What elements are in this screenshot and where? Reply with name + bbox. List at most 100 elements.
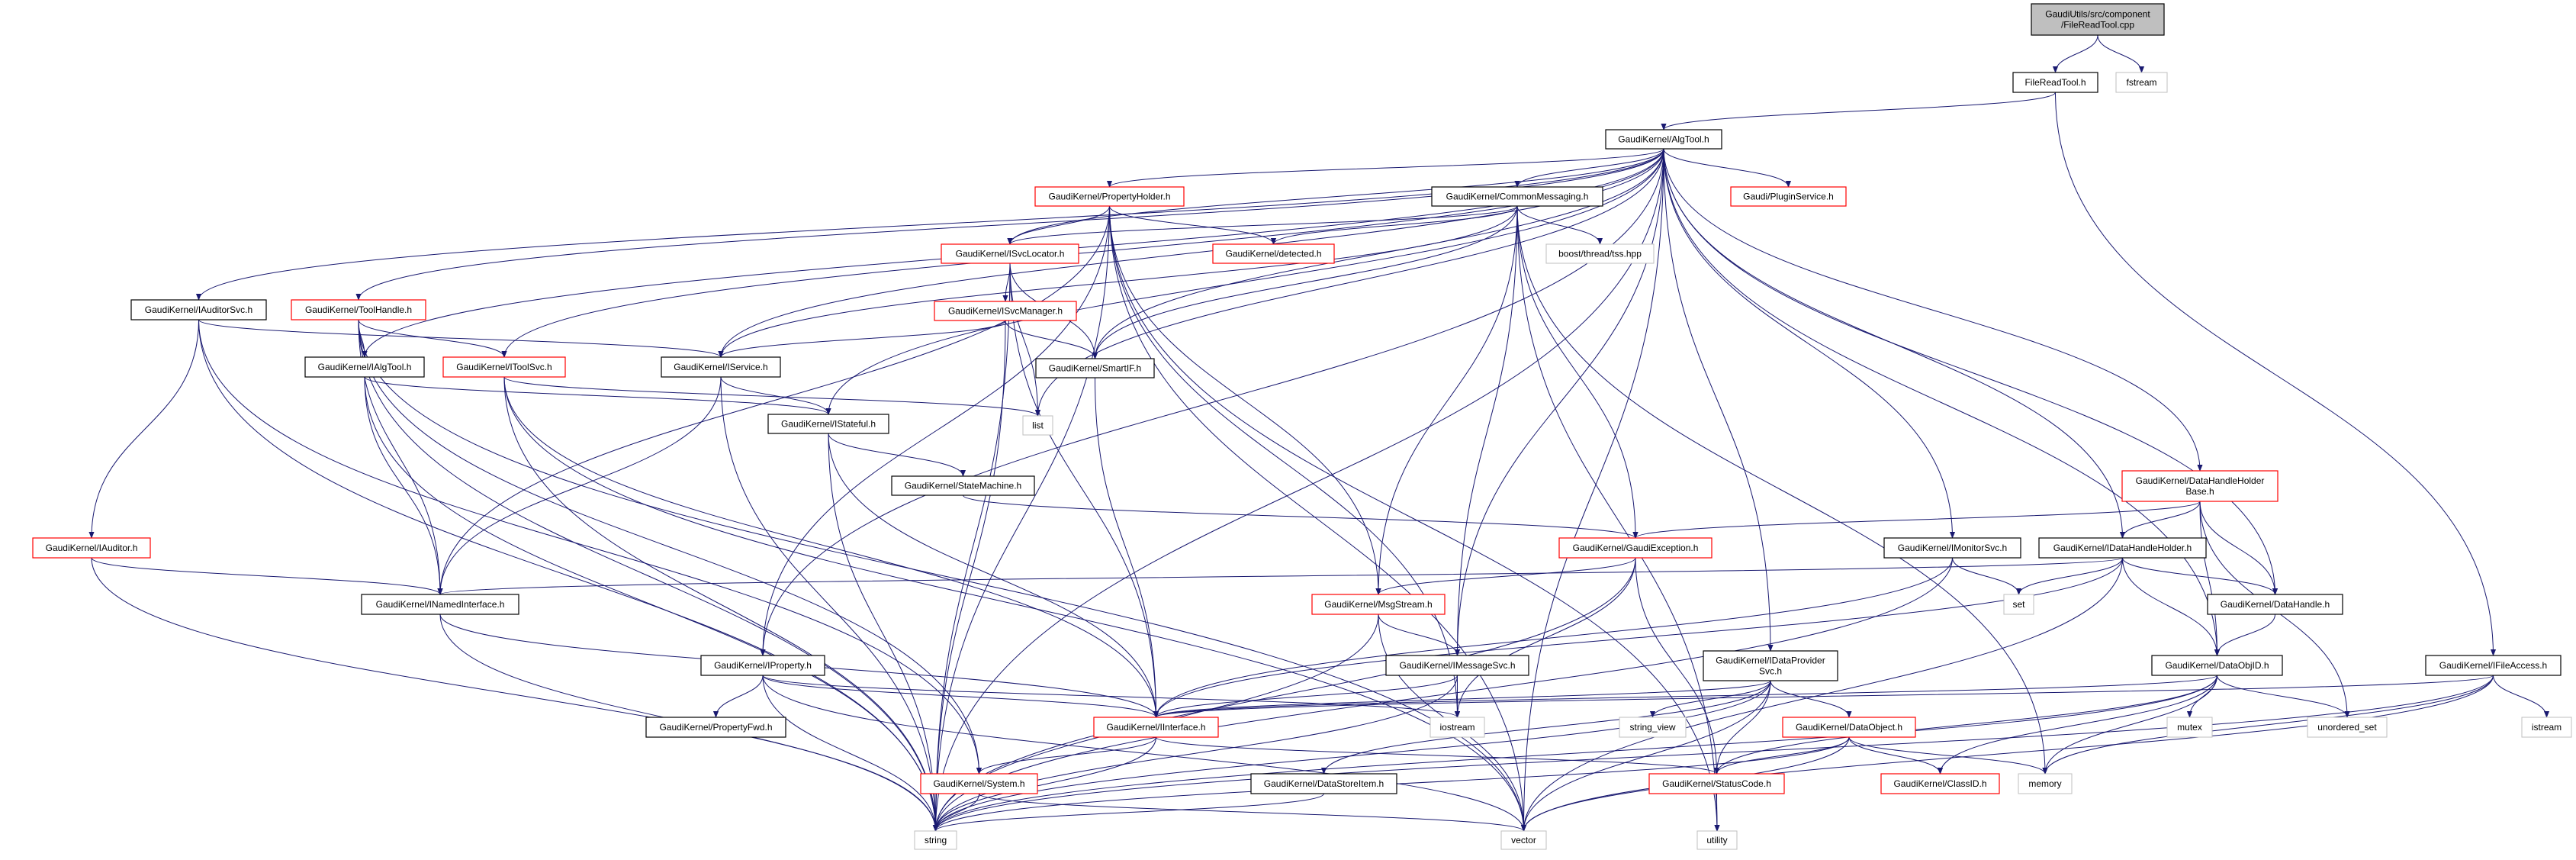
- node-common-messaging[interactable]: GaudiKernel/CommonMessaging.h: [1431, 186, 1603, 207]
- node-box: [1880, 773, 2000, 794]
- node-inamed-interface[interactable]: GaudiKernel/INamedInterface.h: [361, 594, 519, 615]
- node-box: [934, 301, 1077, 321]
- node-unordered-set[interactable]: unordered_set: [2307, 717, 2388, 738]
- node-set[interactable]: set: [2003, 594, 2034, 615]
- edge-ialg-tool-to-istateful: [364, 376, 831, 415]
- node-file-read-tool[interactable]: FileReadTool.h: [2012, 72, 2098, 93]
- node-ialg-tool[interactable]: GaudiKernel/IAlgTool.h: [304, 356, 425, 378]
- node-gaudi-exception[interactable]: GaudiKernel/GaudiException.h: [1558, 537, 1713, 559]
- node-box: [1431, 186, 1603, 207]
- node-fstream[interactable]: fstream: [2115, 72, 2168, 93]
- node-box: [2018, 773, 2073, 794]
- edge-property-holder-to-detected: [1109, 205, 1277, 245]
- node-label: istream: [2532, 722, 2562, 733]
- node-tool-handle[interactable]: GaudiKernel/ToolHandle.h: [291, 299, 426, 320]
- node-label: GaudiKernel/ToolHandle.h: [305, 304, 412, 315]
- node-system[interactable]: GaudiKernel/System.h: [920, 773, 1038, 794]
- node-label: GaudiKernel/DataHandleHolder: [2136, 475, 2265, 486]
- node-iinterface[interactable]: GaudiKernel/IInterface.h: [1093, 717, 1219, 738]
- node-imonitor-svc[interactable]: GaudiKernel/IMonitorSvc.h: [1883, 537, 2021, 559]
- node-istateful[interactable]: GaudiKernel/IStateful.h: [767, 414, 889, 434]
- node-data-store-item[interactable]: GaudiKernel/DataStoreItem.h: [1250, 773, 1397, 794]
- edge-idata-provider-svc-to-iinterface: [1153, 680, 1771, 718]
- edge-imonitor-svc-to-set: [1952, 557, 2022, 595]
- node-label: GaudiKernel/detected.h: [1225, 249, 1321, 259]
- node-box: [1500, 830, 1547, 850]
- node-isvc-locator[interactable]: GaudiKernel/ISvcLocator.h: [941, 243, 1079, 264]
- node-label: GaudiKernel/IService.h: [674, 362, 767, 372]
- node-label: GaudiKernel/IDataHandleHolder.h: [2053, 543, 2192, 553]
- node-itool-svc[interactable]: GaudiKernel/IToolSvc.h: [442, 356, 566, 378]
- node-root[interactable]: GaudiUtils/src/component/FileReadTool.cp…: [2031, 3, 2165, 36]
- node-iproperty[interactable]: GaudiKernel/IProperty.h: [700, 655, 825, 676]
- edge-iproperty-to-property-fwd: [712, 675, 764, 718]
- node-label: GaudiKernel/PropertyHolder.h: [1048, 192, 1170, 202]
- node-data-obj-id[interactable]: GaudiKernel/DataObjID.h: [2151, 655, 2283, 676]
- node-istream[interactable]: istream: [2521, 717, 2572, 738]
- node-ifile-access[interactable]: GaudiKernel/IFileAccess.h: [2425, 655, 2562, 676]
- node-box: [2038, 537, 2207, 559]
- node-box: [1250, 773, 1397, 794]
- node-property-holder[interactable]: GaudiKernel/PropertyHolder.h: [1034, 186, 1185, 207]
- node-alg-tool[interactable]: GaudiKernel/AlgTool.h: [1605, 129, 1722, 150]
- edge-iauditor-svc-to-system: [198, 319, 982, 775]
- edge-system-to-vector: [979, 793, 1526, 832]
- edge-alg-tool-to-plugin-service: [1663, 148, 1792, 188]
- node-tss[interactable]: boost/thread/tss.hpp: [1545, 243, 1655, 264]
- edge-idata-provider-svc-to-status-code: [1713, 680, 1771, 775]
- node-iostream[interactable]: iostream: [1430, 717, 1485, 738]
- node-smart-if[interactable]: GaudiKernel/SmartIF.h: [1035, 358, 1155, 378]
- node-box: [1545, 243, 1655, 264]
- node-box: [1430, 717, 1485, 738]
- node-data-object[interactable]: GaudiKernel/DataObject.h: [1782, 717, 1916, 738]
- edge-property-holder-to-inamed-interface: [437, 205, 1110, 595]
- edge-data-handle-holder-base-to-data-obj-id: [2199, 501, 2221, 656]
- edge-alg-tool-to-iservice: [718, 148, 1664, 358]
- node-box: [1605, 129, 1722, 150]
- node-iauditor[interactable]: GaudiKernel/IAuditor.h: [32, 537, 151, 559]
- edge-alg-tool-to-tool-handle: [355, 148, 1664, 301]
- node-status-code[interactable]: GaudiKernel/StatusCode.h: [1648, 773, 1785, 794]
- edge-property-holder-to-iostream: [1109, 205, 1461, 718]
- node-detected[interactable]: GaudiKernel/detected.h: [1212, 243, 1335, 264]
- node-state-machine[interactable]: GaudiKernel/StateMachine.h: [891, 475, 1035, 496]
- node-box: [645, 717, 786, 738]
- node-box: [1648, 773, 1785, 794]
- edge-common-messaging-to-imessage-svc: [1454, 205, 1518, 656]
- node-msg-stream[interactable]: GaudiKernel/MsgStream.h: [1311, 594, 1446, 615]
- node-data-handle[interactable]: GaudiKernel/DataHandle.h: [2207, 594, 2343, 615]
- node-iauditor-svc[interactable]: GaudiKernel/IAuditorSvc.h: [130, 299, 267, 320]
- edge-common-messaging-to-msg-stream: [1375, 205, 1518, 595]
- node-memory[interactable]: memory: [2018, 773, 2073, 794]
- node-mutex[interactable]: mutex: [2166, 717, 2213, 738]
- node-string[interactable]: string: [914, 830, 957, 850]
- node-isvc-manager[interactable]: GaudiKernel/ISvcManager.h: [934, 301, 1077, 321]
- node-label: GaudiKernel/INamedInterface.h: [376, 599, 505, 610]
- node-box: [1619, 717, 1687, 738]
- edge-itool-svc-to-vector: [503, 376, 1527, 832]
- edge-idata-handle-holder-to-iinterface: [1153, 557, 2123, 718]
- node-plugin-service[interactable]: Gaudi/PluginService.h: [1730, 186, 1847, 207]
- node-box: [2166, 717, 2213, 738]
- node-list[interactable]: list: [1022, 415, 1053, 436]
- node-box: [1034, 186, 1185, 207]
- node-vector[interactable]: vector: [1500, 830, 1547, 850]
- node-label: mutex: [2177, 722, 2202, 733]
- node-property-fwd[interactable]: GaudiKernel/PropertyFwd.h: [645, 717, 786, 738]
- edge-alg-tool-to-common-messaging: [1514, 148, 1664, 188]
- node-class-id[interactable]: GaudiKernel/ClassID.h: [1880, 773, 2000, 794]
- edge-alg-tool-to-isvc-locator: [1007, 148, 1664, 245]
- node-utility[interactable]: utility: [1696, 830, 1738, 850]
- edge-root-to-fstream: [2097, 34, 2145, 73]
- node-string-view[interactable]: string_view: [1619, 717, 1687, 738]
- node-box: [2151, 655, 2283, 676]
- edge-iinterface-to-status-code: [1156, 736, 1719, 775]
- node-label: vector: [1511, 835, 1536, 846]
- node-imessage-svc[interactable]: GaudiKernel/IMessageSvc.h: [1385, 655, 1529, 676]
- node-idata-handle-holder[interactable]: GaudiKernel/IDataHandleHolder.h: [2038, 537, 2207, 559]
- edge-smart-if-to-iinterface: [1095, 377, 1159, 718]
- edge-idata-provider-svc-to-string-view: [1649, 680, 1771, 718]
- node-iservice[interactable]: GaudiKernel/IService.h: [661, 356, 781, 378]
